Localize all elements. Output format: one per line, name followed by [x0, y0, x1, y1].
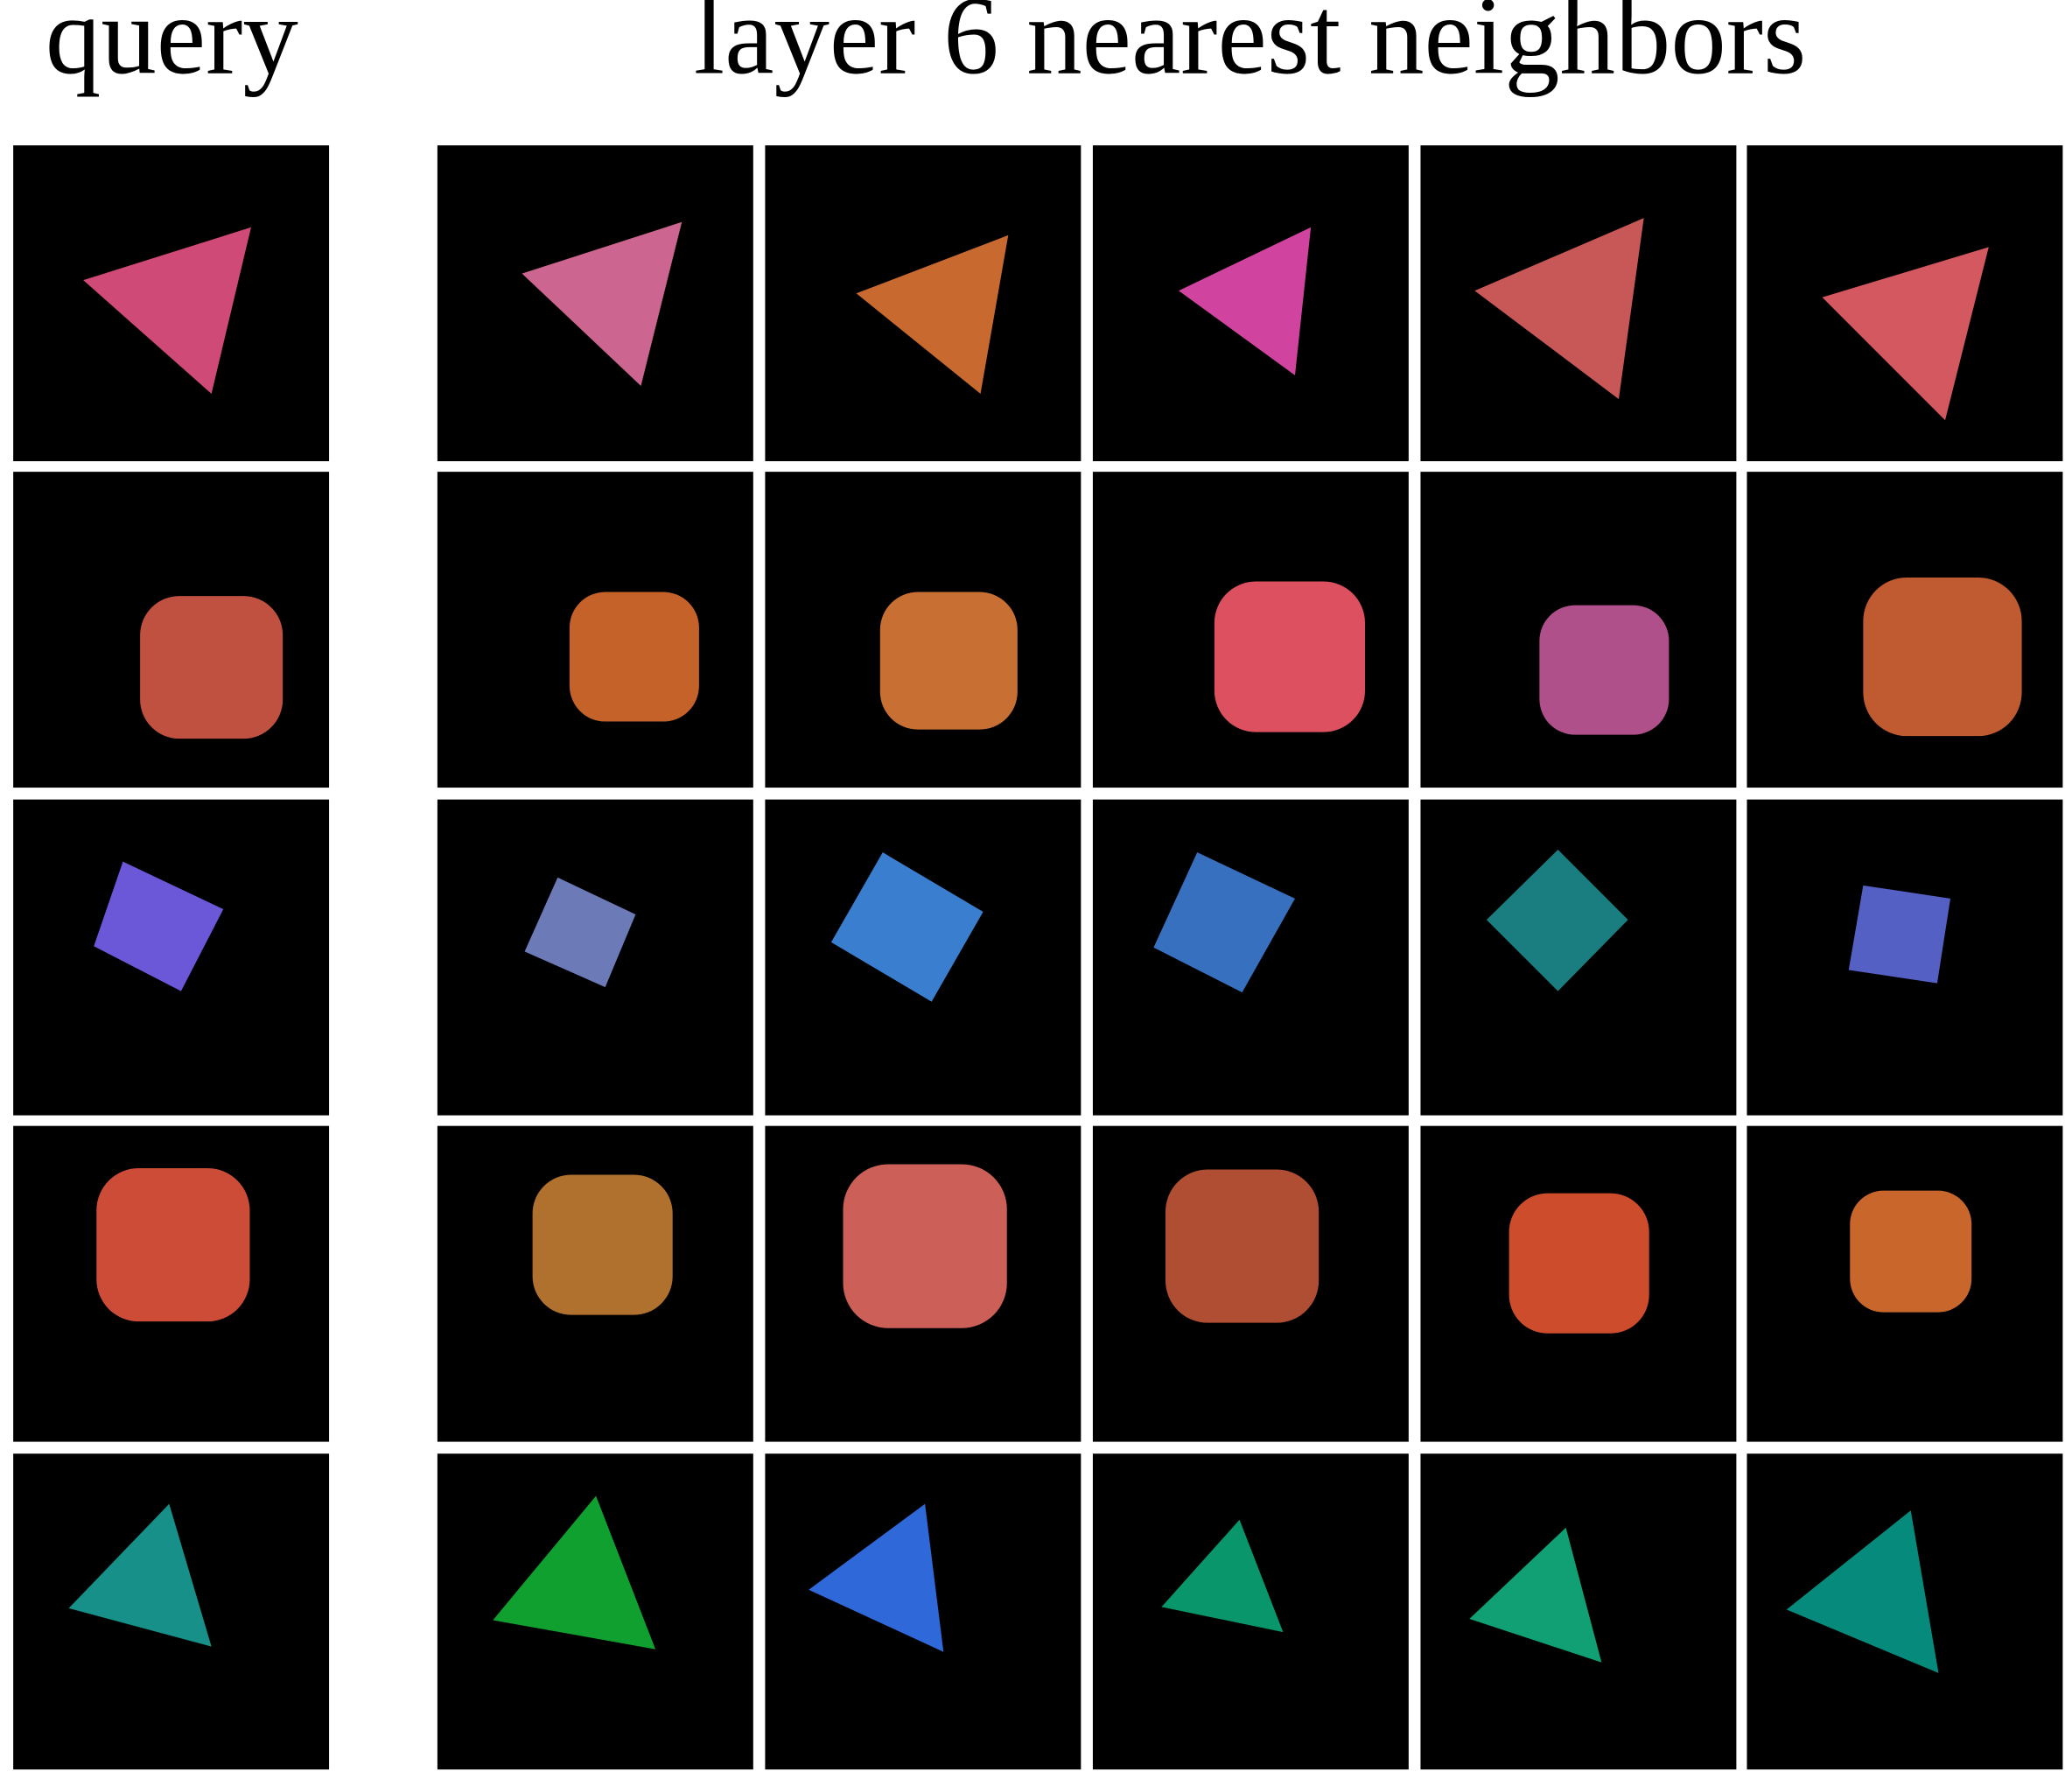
shape	[83, 227, 251, 395]
shape	[1863, 577, 2022, 737]
shape	[1469, 1527, 1602, 1663]
shape	[524, 877, 636, 988]
shape	[493, 1495, 656, 1649]
shape	[532, 1174, 673, 1315]
shape	[94, 861, 224, 991]
shape	[140, 596, 284, 739]
shape	[879, 592, 1018, 730]
shape	[1153, 852, 1295, 993]
shape	[96, 1167, 250, 1322]
shape	[1822, 247, 1989, 421]
shape	[856, 235, 1009, 395]
shape	[1179, 227, 1312, 375]
query-heading: query	[46, 0, 298, 97]
shape	[522, 221, 682, 386]
shape	[68, 1503, 212, 1647]
shape	[1474, 218, 1644, 400]
shape	[1786, 1510, 1939, 1673]
shape	[1848, 885, 1951, 984]
shape	[569, 592, 699, 722]
shape	[1214, 581, 1366, 732]
shape	[830, 852, 984, 1002]
shape	[1486, 850, 1628, 991]
shape	[843, 1164, 1007, 1328]
neighbors-heading: layer 6 nearest neighbors	[694, 0, 1806, 97]
shape	[1539, 605, 1670, 735]
shape	[1161, 1519, 1284, 1633]
shape	[808, 1503, 944, 1652]
shape	[1165, 1169, 1320, 1323]
shape	[1508, 1193, 1649, 1334]
shape	[1850, 1190, 1972, 1313]
